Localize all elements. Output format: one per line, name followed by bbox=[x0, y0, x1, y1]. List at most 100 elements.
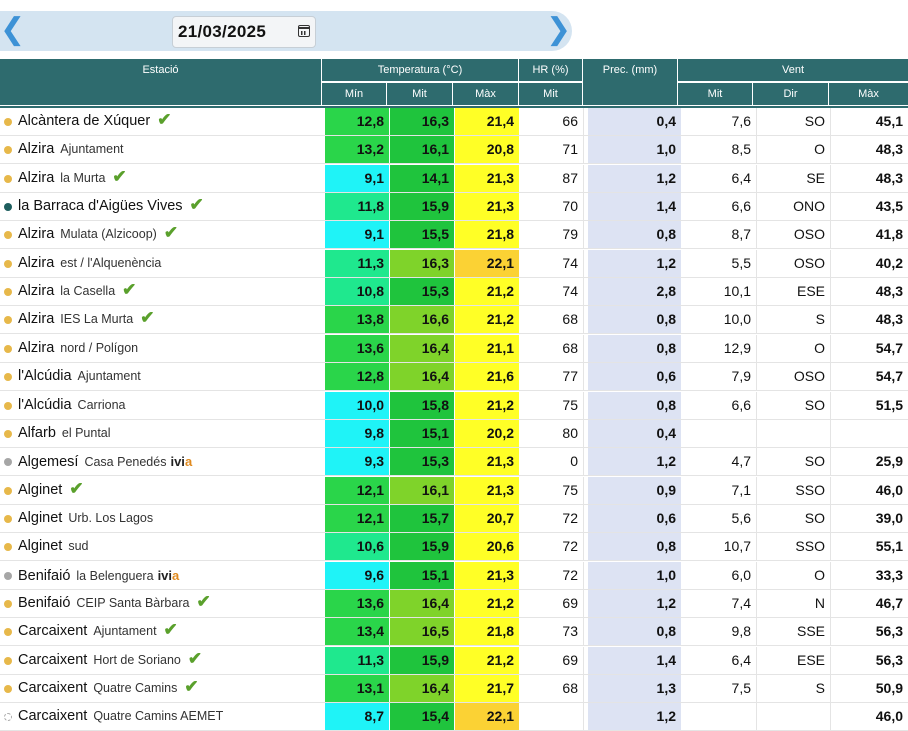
table-row[interactable]: Alzira la Murta ✔ 9,1 14,1 21,3 87 1,2 6,4 SE 48,3 bbox=[0, 164, 908, 193]
checkmark-icon: ✔ bbox=[122, 280, 137, 300]
station-cell[interactable]: Benifaió CEIP Santa Bàrbara ✔ bbox=[0, 590, 322, 617]
station-name: Alzira bbox=[18, 283, 55, 300]
station-cell[interactable]: Alzira Mulata (Alzicoop) ✔ bbox=[0, 221, 322, 248]
station-cell[interactable]: la Barraca d'Aigües Vives ✔ bbox=[0, 193, 322, 220]
table-row[interactable]: l'Alcúdia Ajuntament 12,8 16,4 21,6 77 0,6 7,9 O… bbox=[0, 363, 908, 392]
temp-max-cell: 21,3 bbox=[455, 164, 519, 192]
station-subname: la Casella bbox=[60, 284, 116, 299]
station-status-dot bbox=[4, 146, 12, 155]
table-row[interactable]: Carcaixent Quatre Camins ✔ 13,1 16,4 21,7 68 1,… bbox=[0, 675, 908, 703]
station-cell[interactable]: Carcaixent Quatre Camins ✔ bbox=[0, 675, 322, 702]
table-row[interactable]: Alzira nord / Polígon 13,6 16,4 21,1 68 0,8 12,… bbox=[0, 334, 908, 363]
table-row[interactable]: l'Alcúdia Carriona 10,0 15,8 21,2 75 0,8 6,6 SO 5… bbox=[0, 391, 908, 420]
station-cell[interactable]: Alfarb el Puntal bbox=[0, 420, 322, 447]
table-row[interactable]: Carcaixent Ajuntament ✔ 13,4 16,5 21,8 73 0,8 9,… bbox=[0, 618, 908, 647]
hr-cell: 0 bbox=[520, 448, 584, 476]
station-cell[interactable]: Alzira la Murta ✔ bbox=[0, 165, 322, 192]
wind-max-cell: 51,5 bbox=[875, 396, 903, 413]
hr-cell: 72 bbox=[520, 533, 584, 561]
temp-mit-cell: 16,3 bbox=[390, 108, 454, 135]
hr-cell: 74 bbox=[520, 249, 584, 277]
prec-cell: 0,9 bbox=[588, 476, 681, 504]
table-row[interactable]: Carcaixent Quatre Camins AEMET 8,7 15,4 22,1… bbox=[0, 703, 908, 731]
table-row[interactable]: Benifaió la Belenguera ivia 9,6 15,1 21,3 72 1,… bbox=[0, 561, 908, 590]
station-cell[interactable]: Alzira la Casella ✔ bbox=[0, 278, 322, 305]
station-status-dot bbox=[4, 628, 12, 637]
header-hr-mit: Mit bbox=[519, 83, 583, 105]
table-row[interactable]: Alginet sud 10,6 15,9 20,6 72 0,8 10,7 SSO 55,1 bbox=[0, 533, 908, 562]
chevron-right-icon[interactable]: ❯ bbox=[546, 12, 572, 47]
prec-cell: 0,8 bbox=[588, 533, 681, 561]
table-row[interactable]: Carcaixent Hort de Soriano ✔ 11,3 15,9 21,2 69… bbox=[0, 646, 908, 675]
station-status-dot bbox=[4, 429, 12, 438]
wind-dir-cell: O bbox=[757, 561, 831, 589]
wind-dir-cell: SO bbox=[757, 448, 831, 476]
station-cell[interactable]: Alzira nord / Polígon bbox=[0, 335, 322, 362]
table-row[interactable]: Alzira la Casella ✔ 10,8 15,3 21,2 74 2,8 10,1 ES… bbox=[0, 278, 908, 307]
calendar-icon[interactable] bbox=[297, 25, 310, 37]
station-subname: nord / Polígon bbox=[60, 340, 139, 355]
station-cell[interactable]: Alcàntera de Xúquer ✔ bbox=[0, 108, 322, 135]
station-cell[interactable]: Alginet Urb. Los Lagos bbox=[0, 505, 322, 532]
checkmark-icon: ✔ bbox=[196, 591, 211, 611]
station-cell[interactable]: Carcaixent Hort de Soriano ✔ bbox=[0, 647, 322, 674]
table-row[interactable]: Alzira Mulata (Alzicoop) ✔ 9,1 15,5 21,8 79 0,8… bbox=[0, 221, 908, 250]
table-row[interactable]: Alginet Urb. Los Lagos 12,1 15,7 20,7 72 0,6 5,… bbox=[0, 504, 908, 533]
table-row[interactable]: Alzira IES La Murta ✔ 13,8 16,6 21,2 68 0,8 10,0… bbox=[0, 306, 908, 335]
hr-cell: 68 bbox=[520, 334, 584, 362]
header-wind-dir: Dir bbox=[753, 83, 829, 105]
chevron-left-icon[interactable]: ❮ bbox=[0, 12, 26, 47]
header-divider bbox=[0, 106, 908, 108]
wind-dir-cell: S bbox=[757, 306, 831, 334]
header-wind: Vent bbox=[678, 59, 908, 82]
temp-min-cell: 9,3 bbox=[325, 448, 389, 476]
station-cell[interactable]: Alginet ✔ bbox=[0, 477, 322, 504]
temp-max-cell: 21,4 bbox=[455, 108, 519, 135]
station-cell[interactable]: Alginet sud bbox=[0, 533, 322, 560]
checkmark-icon: ✔ bbox=[140, 308, 155, 328]
station-cell[interactable]: Alzira IES La Murta ✔ bbox=[0, 306, 322, 333]
table-row[interactable]: Alginet ✔ 12,1 16,1 21,3 75 0,9 7,1 SSO 46,0 bbox=[0, 476, 908, 505]
ivia-logo-icon: ivia bbox=[170, 454, 193, 470]
header-temp-mit: Mit bbox=[387, 83, 453, 105]
wind-mit-cell: 7,9 bbox=[681, 363, 757, 391]
station-name: Algemesí bbox=[18, 454, 79, 471]
temp-min-cell: 9,1 bbox=[325, 164, 389, 192]
checkmark-icon: ✔ bbox=[112, 166, 127, 186]
wind-max-cell: 46,0 bbox=[875, 708, 903, 725]
station-name: Alzira bbox=[18, 169, 55, 186]
temp-max-cell: 22,1 bbox=[455, 249, 519, 277]
station-status-dot bbox=[4, 514, 12, 523]
prec-cell: 0,8 bbox=[588, 391, 681, 419]
temp-min-cell: 13,2 bbox=[325, 136, 389, 164]
hr-cell: 73 bbox=[520, 618, 584, 646]
wind-max-cell: 48,3 bbox=[875, 141, 903, 158]
temp-mit-cell: 15,4 bbox=[390, 703, 454, 731]
station-cell[interactable]: Carcaixent Quatre Camins AEMET bbox=[0, 703, 322, 730]
station-subname: Carriona bbox=[77, 397, 126, 412]
station-cell[interactable]: Algemesí Casa Penedés ivia bbox=[0, 448, 322, 475]
temp-min-cell: 12,1 bbox=[325, 504, 389, 532]
date-picker[interactable]: 21/03/2025 bbox=[172, 16, 316, 48]
temp-max-cell: 21,2 bbox=[455, 646, 519, 674]
table-row[interactable]: Alfarb el Puntal 9,8 15,1 20,2 80 0,4 bbox=[0, 419, 908, 448]
temp-max-cell: 21,3 bbox=[455, 476, 519, 504]
table-row[interactable]: la Barraca d'Aigües Vives ✔ 11,8 15,9 21,3 70… bbox=[0, 193, 908, 222]
hr-cell: 70 bbox=[520, 193, 584, 221]
wind-mit-cell: 4,7 bbox=[681, 448, 757, 476]
station-cell[interactable]: Benifaió la Belenguera ivia bbox=[0, 562, 322, 589]
temp-mit-cell: 14,1 bbox=[390, 164, 454, 192]
table-row[interactable]: Alzira Ajuntament 13,2 16,1 20,8 71 1,0 8,5 O 48,… bbox=[0, 136, 908, 165]
station-name: Alzira bbox=[18, 226, 55, 243]
station-cell[interactable]: Alzira Ajuntament bbox=[0, 136, 322, 163]
table-row[interactable]: Benifaió CEIP Santa Bàrbara ✔ 13,6 16,4 21,2 6… bbox=[0, 589, 908, 618]
hr-cell: 68 bbox=[520, 675, 584, 702]
station-cell[interactable]: Carcaixent Ajuntament ✔ bbox=[0, 618, 322, 645]
station-cell[interactable]: l'Alcúdia Carriona bbox=[0, 392, 322, 419]
station-cell[interactable]: Alzira est / l'Alquenència bbox=[0, 250, 322, 277]
station-cell[interactable]: l'Alcúdia Ajuntament bbox=[0, 363, 322, 390]
table-row[interactable]: Algemesí Casa Penedés ivia 9,3 15,3 21,3 0 1,2 4… bbox=[0, 448, 908, 477]
table-row[interactable]: Alcàntera de Xúquer ✔ 12,8 16,3 21,4 66 0,4 7,6… bbox=[0, 108, 908, 136]
prec-cell: 1,2 bbox=[588, 249, 681, 277]
table-row[interactable]: Alzira est / l'Alquenència 11,3 16,3 22,1 74 1… bbox=[0, 249, 908, 278]
